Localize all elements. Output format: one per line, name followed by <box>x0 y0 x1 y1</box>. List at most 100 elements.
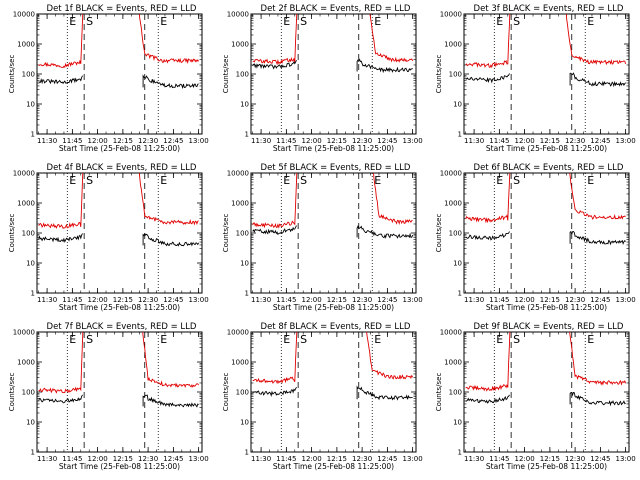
y-tick-label: 10000 <box>227 11 249 19</box>
x-tick-label: 12:30 <box>352 137 372 145</box>
panel-3: Det 3f BLACK = Events, RED = LLD 1 10 100 10… <box>435 4 636 153</box>
y-tick-label: 1 <box>31 131 35 139</box>
y-tick-label: 10 <box>26 260 35 268</box>
plot-frame <box>36 172 203 294</box>
panel-9: Det 9f BLACK = Events, RED = LLD 1 10 100 10… <box>435 322 636 471</box>
x-tick-label: 12:45 <box>163 137 183 145</box>
y-axis-label: Counts/sec <box>435 373 443 412</box>
y-tick-label: 1000 <box>17 200 35 208</box>
y-tick-label: 1 <box>31 290 35 298</box>
x-tick-label: 11:30 <box>37 455 57 463</box>
marker-label: E <box>496 15 503 28</box>
y-tick-label: 10 <box>453 101 462 109</box>
y-tick-label: 10000 <box>227 170 249 178</box>
events-series-line-pre <box>465 231 510 241</box>
marker-label: S <box>513 174 520 187</box>
y-tick-label: 10 <box>26 419 35 427</box>
y-axis-label: Counts/sec <box>222 373 230 412</box>
x-tick-label: 11:45 <box>62 296 82 304</box>
panel-title: Det 1f BLACK = Events, RED = LLD <box>47 4 197 14</box>
events-series-line-pre <box>252 225 297 236</box>
x-tick-label: 13:00 <box>189 137 209 145</box>
x-tick-label: 12:45 <box>163 296 183 304</box>
x-tick-label: 11:30 <box>251 137 271 145</box>
marker-label: S <box>300 15 307 28</box>
x-tick-label: 12:15 <box>327 137 347 145</box>
events-series-line-post <box>569 391 626 407</box>
y-tick-label: 1000 <box>231 200 249 208</box>
y-tick-label: 10000 <box>227 329 249 337</box>
panel-5: Det 5f BLACK = Events, RED = LLD 1 10 100 10… <box>222 163 423 312</box>
x-tick-label: 12:30 <box>352 455 372 463</box>
marker-label: S <box>300 174 307 187</box>
y-axis-label: Counts/sec <box>435 214 443 253</box>
y-tick-label: 1 <box>31 449 35 457</box>
x-tick-label: 12:45 <box>377 455 397 463</box>
panel-4: Det 4f BLACK = Events, RED = LLD 1 10 100 10… <box>8 163 209 312</box>
lld-series-line <box>252 173 413 229</box>
lld-series-line <box>38 14 199 68</box>
x-axis-label: Start Time (25-Feb-08 11:25:00) <box>59 462 180 471</box>
y-tick-label: 10 <box>26 101 35 109</box>
x-tick-label: 11:30 <box>464 296 484 304</box>
lld-series-line <box>465 332 627 392</box>
x-tick-label: 12:00 <box>302 137 322 145</box>
events-series-line-pre <box>38 75 83 85</box>
x-tick-label: 11:30 <box>251 455 271 463</box>
x-tick-label: 12:00 <box>515 455 535 463</box>
x-axis-label: Start Time (25-Feb-08 11:25:00) <box>273 303 394 312</box>
marker-label: E <box>374 333 381 346</box>
x-tick-label: 12:15 <box>327 455 347 463</box>
events-series-line-post <box>569 230 626 246</box>
x-tick-label: 12:30 <box>565 455 585 463</box>
x-axis-label: Start Time (25-Feb-08 11:25:00) <box>273 144 394 153</box>
y-tick-label: 10 <box>453 260 462 268</box>
lld-series-line <box>38 332 199 394</box>
y-tick-label: 1 <box>245 290 249 298</box>
x-tick-label: 12:00 <box>515 296 535 304</box>
plot-frame <box>250 13 417 135</box>
x-tick-label: 12:30 <box>565 137 585 145</box>
marker-label: E <box>283 174 290 187</box>
y-tick-label: 1 <box>245 449 249 457</box>
y-tick-label: 100 <box>236 71 249 79</box>
x-tick-label: 13:00 <box>616 137 636 145</box>
marker-label: E <box>69 333 76 346</box>
events-series-line-pre <box>252 386 297 397</box>
panel-title: Det 4f BLACK = Events, RED = LLD <box>47 163 197 173</box>
x-tick-label: 12:30 <box>352 296 372 304</box>
x-tick-label: 13:00 <box>403 455 423 463</box>
x-tick-label: 12:15 <box>327 296 347 304</box>
marker-label: E <box>374 15 381 28</box>
marker-label: E <box>283 333 290 346</box>
y-tick-label: 10 <box>240 419 249 427</box>
x-tick-label: 12:30 <box>138 296 158 304</box>
x-axis-label: Start Time (25-Feb-08 11:25:00) <box>486 462 607 471</box>
y-tick-label: 10000 <box>440 11 462 19</box>
marker-label: E <box>374 174 381 187</box>
y-tick-label: 10 <box>240 101 249 109</box>
y-tick-label: 1 <box>245 131 249 139</box>
panel-2: Det 2f BLACK = Events, RED = LLD 1 10 100 10… <box>222 4 423 153</box>
y-axis-label: Counts/sec <box>8 214 16 253</box>
x-axis-label: Start Time (25-Feb-08 11:25:00) <box>486 144 607 153</box>
panel-title: Det 2f BLACK = Events, RED = LLD <box>261 4 411 14</box>
x-tick-label: 11:30 <box>251 296 271 304</box>
x-tick-label: 13:00 <box>189 455 209 463</box>
x-tick-label: 12:45 <box>590 455 610 463</box>
x-tick-label: 11:30 <box>464 455 484 463</box>
y-tick-label: 1000 <box>17 359 35 367</box>
x-tick-label: 13:00 <box>616 455 636 463</box>
y-tick-label: 100 <box>449 71 462 79</box>
y-tick-label: 10 <box>453 419 462 427</box>
x-tick-label: 12:00 <box>302 296 322 304</box>
lld-series-line <box>252 332 414 385</box>
marker-label: E <box>496 174 503 187</box>
lld-series-line <box>465 14 627 69</box>
plot-frame <box>463 331 630 453</box>
panel-7: Det 7f BLACK = Events, RED = LLD 1 10 100 10… <box>8 322 209 471</box>
marker-label: E <box>160 15 167 28</box>
y-tick-label: 100 <box>449 389 462 397</box>
y-axis-label: Counts/sec <box>222 214 230 253</box>
